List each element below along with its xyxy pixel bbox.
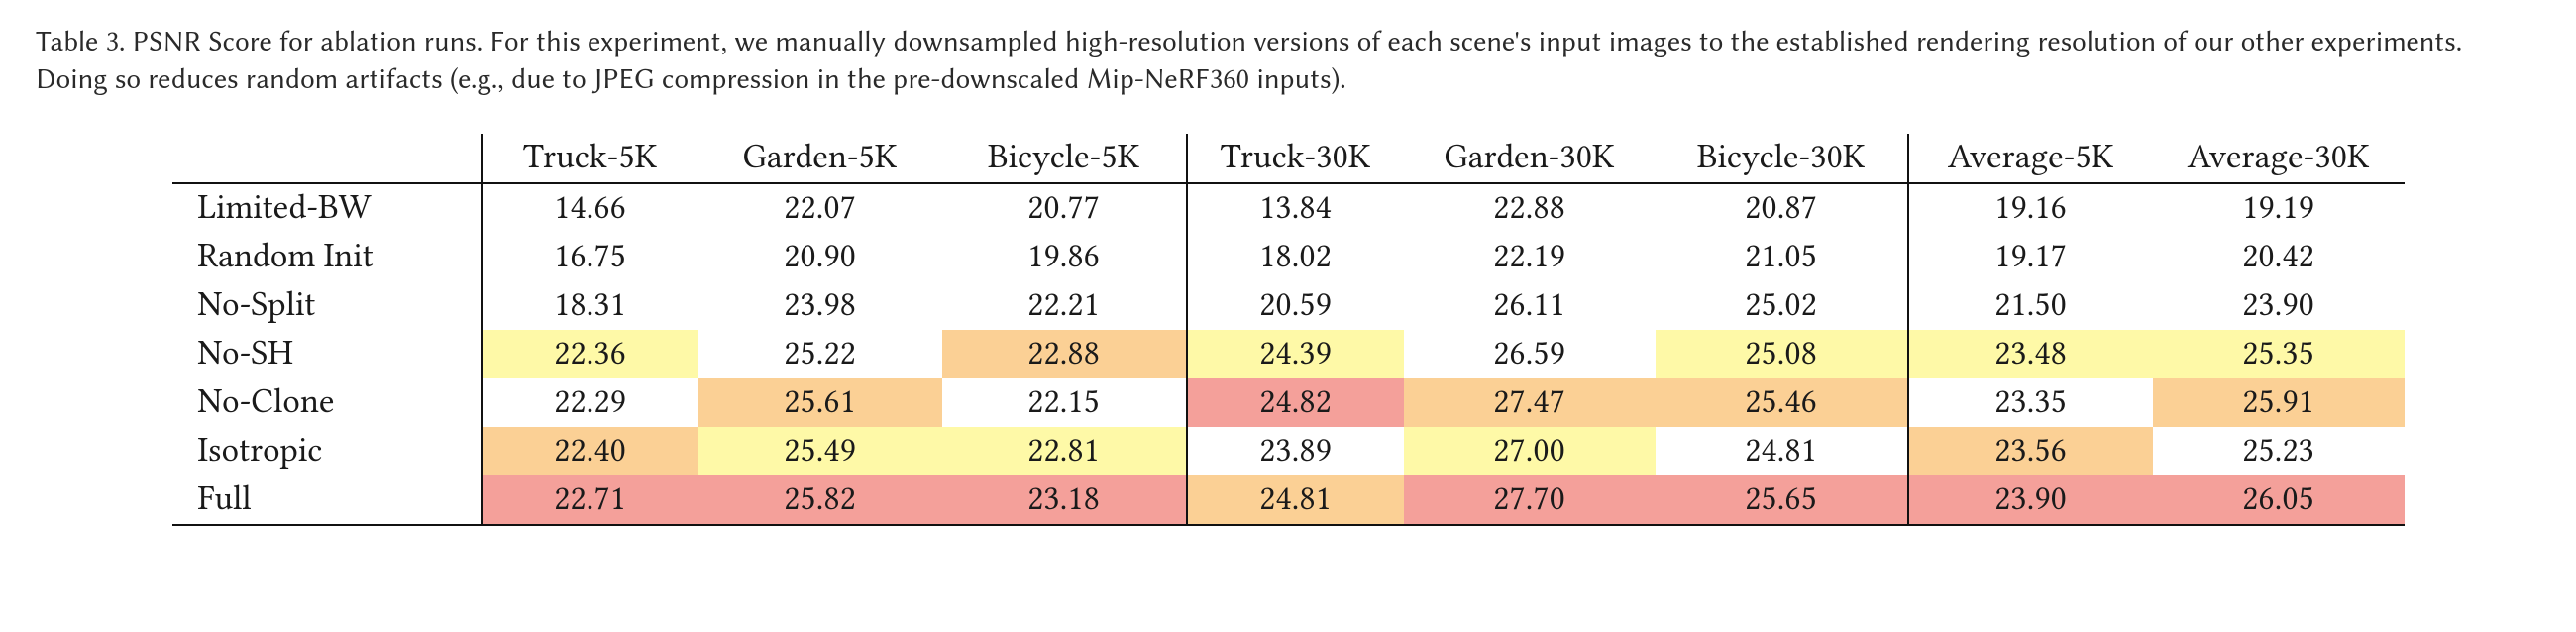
psnr-cell: 18.02 — [1187, 233, 1404, 281]
psnr-cell: 23.56 — [1908, 427, 2153, 475]
psnr-cell: 22.88 — [942, 330, 1187, 378]
col-header-method — [172, 134, 482, 183]
col-header: Garden-30K — [1404, 134, 1656, 183]
psnr-cell: 22.88 — [1404, 183, 1656, 233]
table-row: No-SH22.3625.2222.8824.3926.5925.0823.48… — [172, 330, 2405, 378]
psnr-table: Truck-5KGarden-5KBicycle-5KTruck-30KGard… — [172, 134, 2405, 526]
col-header: Average-5K — [1908, 134, 2153, 183]
col-header: Average-30K — [2153, 134, 2405, 183]
psnr-cell: 25.35 — [2153, 330, 2405, 378]
psnr-cell: 27.00 — [1404, 427, 1656, 475]
psnr-cell: 22.40 — [482, 427, 698, 475]
psnr-cell: 23.90 — [2153, 281, 2405, 330]
table-body: Limited-BW14.6622.0720.7713.8422.8820.87… — [172, 183, 2405, 525]
table-row: Limited-BW14.6622.0720.7713.8422.8820.87… — [172, 183, 2405, 233]
psnr-cell: 23.89 — [1187, 427, 1404, 475]
psnr-cell: 22.29 — [482, 378, 698, 427]
psnr-cell: 25.08 — [1656, 330, 1908, 378]
psnr-cell: 24.82 — [1187, 378, 1404, 427]
psnr-cell: 26.05 — [2153, 475, 2405, 525]
psnr-cell: 18.31 — [482, 281, 698, 330]
psnr-cell: 23.18 — [942, 475, 1187, 525]
psnr-cell: 24.81 — [1656, 427, 1908, 475]
col-header: Truck-30K — [1187, 134, 1404, 183]
psnr-cell: 16.75 — [482, 233, 698, 281]
row-label: No-Clone — [172, 378, 482, 427]
psnr-cell: 14.66 — [482, 183, 698, 233]
table-row: Isotropic22.4025.4922.8123.8927.0024.812… — [172, 427, 2405, 475]
psnr-cell: 25.65 — [1656, 475, 1908, 525]
row-label: Random Init — [172, 233, 482, 281]
table-row: Full22.7125.8223.1824.8127.7025.6523.902… — [172, 475, 2405, 525]
table-row: No-Clone22.2925.6122.1524.8227.4725.4623… — [172, 378, 2405, 427]
row-label: No-Split — [172, 281, 482, 330]
row-label: Limited-BW — [172, 183, 482, 233]
psnr-cell: 20.42 — [2153, 233, 2405, 281]
psnr-cell: 21.50 — [1908, 281, 2153, 330]
psnr-cell: 23.48 — [1908, 330, 2153, 378]
psnr-cell: 25.23 — [2153, 427, 2405, 475]
psnr-cell: 25.22 — [698, 330, 942, 378]
psnr-cell: 22.21 — [942, 281, 1187, 330]
psnr-cell: 26.11 — [1404, 281, 1656, 330]
psnr-cell: 19.19 — [2153, 183, 2405, 233]
psnr-cell: 13.84 — [1187, 183, 1404, 233]
table-caption: Table 3. PSNR Score for ablation runs. F… — [36, 24, 2540, 100]
psnr-cell: 25.82 — [698, 475, 942, 525]
psnr-cell: 27.47 — [1404, 378, 1656, 427]
psnr-cell: 24.39 — [1187, 330, 1404, 378]
psnr-cell: 21.05 — [1656, 233, 1908, 281]
psnr-cell: 20.90 — [698, 233, 942, 281]
psnr-cell: 27.70 — [1404, 475, 1656, 525]
psnr-cell: 19.86 — [942, 233, 1187, 281]
psnr-cell: 25.91 — [2153, 378, 2405, 427]
psnr-cell: 22.07 — [698, 183, 942, 233]
table-head: Truck-5KGarden-5KBicycle-5KTruck-30KGard… — [172, 134, 2405, 183]
row-label: No-SH — [172, 330, 482, 378]
psnr-cell: 20.59 — [1187, 281, 1404, 330]
col-header: Bicycle-30K — [1656, 134, 1908, 183]
table-row: No-Split18.3123.9822.2120.5926.1125.0221… — [172, 281, 2405, 330]
psnr-cell: 25.02 — [1656, 281, 1908, 330]
table-row: Random Init16.7520.9019.8618.0222.1921.0… — [172, 233, 2405, 281]
table-header-row: Truck-5KGarden-5KBicycle-5KTruck-30KGard… — [172, 134, 2405, 183]
table-figure: Table 3. PSNR Score for ablation runs. F… — [0, 0, 2576, 562]
psnr-cell: 24.81 — [1187, 475, 1404, 525]
psnr-cell: 22.71 — [482, 475, 698, 525]
col-header: Garden-5K — [698, 134, 942, 183]
col-header: Bicycle-5K — [942, 134, 1187, 183]
psnr-cell: 26.59 — [1404, 330, 1656, 378]
row-label: Isotropic — [172, 427, 482, 475]
row-label: Full — [172, 475, 482, 525]
psnr-cell: 23.98 — [698, 281, 942, 330]
psnr-cell: 19.17 — [1908, 233, 2153, 281]
psnr-cell: 22.36 — [482, 330, 698, 378]
psnr-cell: 20.87 — [1656, 183, 1908, 233]
psnr-cell: 22.15 — [942, 378, 1187, 427]
psnr-cell: 23.90 — [1908, 475, 2153, 525]
psnr-cell: 20.77 — [942, 183, 1187, 233]
psnr-cell: 25.46 — [1656, 378, 1908, 427]
col-header: Truck-5K — [482, 134, 698, 183]
psnr-cell: 25.61 — [698, 378, 942, 427]
psnr-cell: 23.35 — [1908, 378, 2153, 427]
psnr-cell: 25.49 — [698, 427, 942, 475]
psnr-cell: 22.19 — [1404, 233, 1656, 281]
psnr-cell: 19.16 — [1908, 183, 2153, 233]
psnr-cell: 22.81 — [942, 427, 1187, 475]
